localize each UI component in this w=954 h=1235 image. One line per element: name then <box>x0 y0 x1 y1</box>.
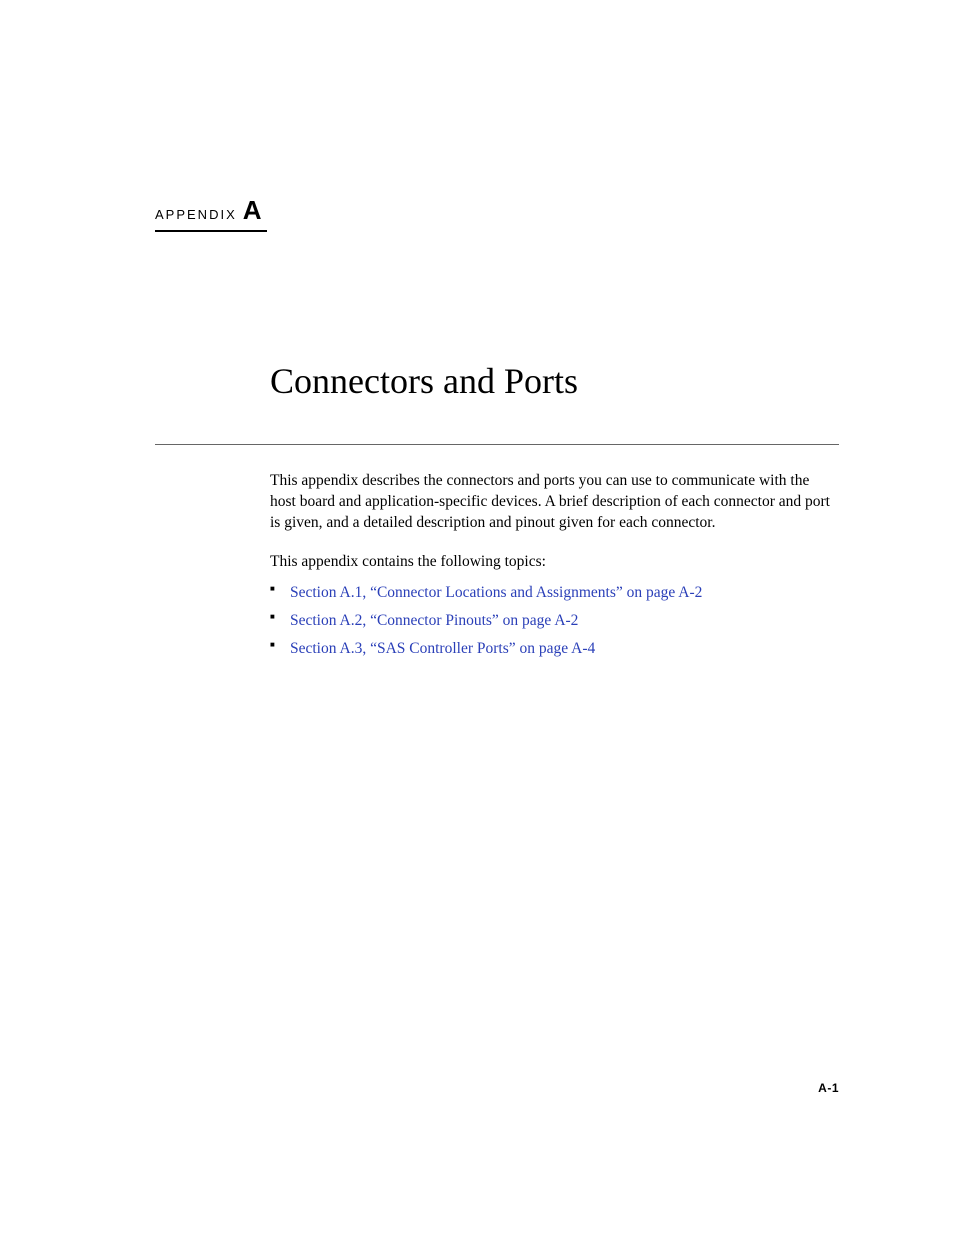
body-text: This appendix describes the connectors a… <box>155 471 839 659</box>
cross-reference-link[interactable]: Section A.3, “SAS Controller Ports” on p… <box>290 640 595 657</box>
page: APPENDIX A Connectors and Ports This app… <box>0 0 954 1235</box>
topics-lead: This appendix contains the following top… <box>270 552 839 573</box>
appendix-label: APPENDIX <box>155 207 237 222</box>
cross-reference-link[interactable]: Section A.2, “Connector Pinouts” on page… <box>290 612 578 629</box>
list-item: Section A.3, “SAS Controller Ports” on p… <box>270 639 839 660</box>
list-item: Section A.1, “Connector Locations and As… <box>270 583 839 604</box>
cross-reference-link[interactable]: Section A.1, “Connector Locations and As… <box>290 584 702 601</box>
topics-list: Section A.1, “Connector Locations and As… <box>270 583 839 660</box>
list-item: Section A.2, “Connector Pinouts” on page… <box>270 611 839 632</box>
intro-paragraph: This appendix describes the connectors a… <box>270 471 839 534</box>
appendix-letter: A <box>243 195 262 226</box>
page-number: A-1 <box>818 1081 839 1095</box>
appendix-heading: APPENDIX A <box>155 195 267 232</box>
page-title: Connectors and Ports <box>270 360 839 402</box>
title-section: Connectors and Ports <box>155 360 839 445</box>
